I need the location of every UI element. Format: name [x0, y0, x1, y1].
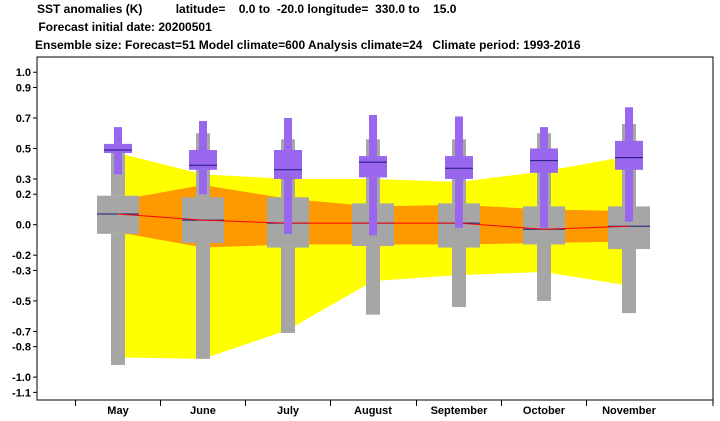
model-whisker-low: [622, 249, 636, 314]
x-tick-label: July: [277, 405, 300, 417]
forecast-whisker-low: [625, 169, 633, 222]
header-title: SST anomalies (K) latitude= 0.0 to -20.0…: [37, 2, 457, 16]
chart-axes: 1.0 0.9 0.7 0.5 0.3 0.2 0.0 -0.2 -0.3 -0.5 -0.7 -0.…: [12, 56, 714, 417]
forecast-whisker-low: [199, 169, 207, 195]
forecast-whisker-high: [455, 116, 463, 157]
x-tick-label: September: [431, 405, 489, 417]
forecast-box: [615, 140, 643, 170]
forecast-whisker-high: [284, 117, 292, 150]
model-whisker-low: [366, 246, 380, 315]
forecast-whisker-high: [625, 107, 633, 141]
x-tick-label: June: [190, 405, 216, 417]
x-tick-label: October: [523, 405, 566, 417]
y-tick-label: 0.0: [16, 220, 31, 232]
y-tick-label: -0.2: [12, 250, 31, 262]
forecast-box: [359, 156, 387, 178]
model-whisker-low: [537, 244, 551, 301]
model-whisker-low: [111, 233, 125, 365]
y-tick-label: -0.7: [12, 326, 31, 338]
x-tick-label: November: [602, 405, 657, 417]
forecast-whisker-high: [540, 127, 548, 149]
model-whisker-low: [281, 247, 295, 333]
forecast-box: [104, 143, 132, 154]
y-tick-label: -1.0: [12, 372, 31, 384]
forecast-box: [445, 156, 473, 179]
header-ensemble-info: Ensemble size: Forecast=51 Model climate…: [35, 38, 581, 52]
header-initial-date: Forecast initial date: 20200501: [35, 20, 212, 34]
y-tick-label: -0.5: [12, 296, 31, 308]
y-tick-label: -1.1: [12, 387, 31, 399]
forecast-whisker-low: [540, 172, 548, 228]
y-tick-label: -0.8: [12, 342, 31, 354]
forecast-whisker-high: [369, 114, 377, 157]
y-tick-label: 0.7: [16, 113, 31, 125]
y-tick-label: 1.0: [16, 67, 31, 79]
forecast-whisker-low: [455, 178, 463, 228]
x-tick-label: May: [107, 405, 129, 417]
y-tick-label: 0.3: [16, 174, 31, 186]
forecast-whisker-high: [114, 127, 122, 144]
plot-frame: [36, 56, 714, 401]
x-tick-label: August: [354, 405, 392, 417]
forecast-whisker-low: [369, 177, 377, 236]
box-plots: [97, 107, 650, 365]
forecast-box: [189, 149, 217, 170]
model-whisker-low: [196, 242, 210, 359]
y-tick-label: 0.9: [16, 82, 31, 94]
y-tick-label: -0.3: [12, 265, 31, 277]
model-whisker-low: [452, 247, 466, 308]
forecast-whisker-low: [284, 178, 292, 234]
forecast-box: [274, 149, 302, 179]
forecast-whisker-high: [199, 121, 207, 150]
y-tick-label: 0.2: [16, 189, 31, 201]
y-tick-label: 0.5: [16, 143, 31, 155]
forecast-whisker-low: [114, 153, 122, 175]
